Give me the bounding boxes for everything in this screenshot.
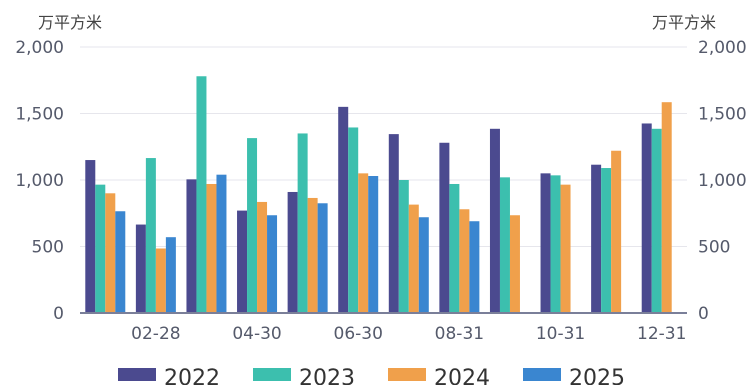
bar-2022-01-31 [85, 160, 96, 313]
bar-2024-09-30 [509, 215, 520, 313]
left-unit-label: 万平方米 [38, 13, 102, 32]
left-axis-ticks: 0 500 1,000 1,500 2,000 [15, 38, 64, 324]
gridlines [80, 46, 687, 247]
right-y-tick-label: 2,000 [698, 38, 747, 58]
bar-2025-01-31 [115, 211, 126, 313]
bar-2025-02-28 [165, 237, 176, 313]
bar-2024-10-31 [560, 184, 571, 313]
left-y-tick-label: 1,000 [15, 171, 64, 191]
right-y-tick-label: 1,500 [698, 105, 747, 125]
bar-2024-07-31 [408, 204, 419, 313]
bar-2023-04-30 [247, 138, 258, 313]
x-tick-label: 04-30 [232, 324, 281, 344]
bar-2024-04-30 [257, 201, 268, 313]
x-tick-label: 08-31 [435, 324, 484, 344]
bar-2025-06-30 [368, 176, 379, 313]
bar-2023-01-31 [95, 184, 106, 313]
bar-2024-02-28 [155, 248, 166, 313]
bar-2023-10-31 [550, 175, 561, 313]
x-tick-label: 02-28 [131, 324, 180, 344]
bar-2025-04-30 [267, 215, 278, 313]
legend-swatch-2024 [388, 368, 426, 381]
bar-2023-06-30 [348, 127, 359, 313]
bar-2023-12-31 [651, 128, 662, 313]
bar-2022-10-31 [540, 173, 551, 313]
bar-2024-11-30 [611, 150, 622, 313]
bar-2024-12-31 [661, 102, 672, 313]
legend-label-2022: 2022 [164, 366, 220, 385]
legend-label-2024: 2024 [434, 366, 490, 385]
right-y-tick-label: 500 [698, 238, 730, 258]
bar-2022-12-31 [641, 123, 652, 313]
bar-2022-06-30 [338, 106, 349, 313]
legend-swatch-2025 [523, 368, 561, 381]
bar-2022-07-31 [388, 134, 399, 313]
legend-swatch-2023 [253, 368, 291, 381]
right-y-tick-label: 0 [698, 304, 709, 324]
bar-2024-01-31 [105, 193, 116, 313]
x-tick-label: 06-30 [334, 324, 383, 344]
legend-label-2023: 2023 [299, 366, 355, 385]
bar-2022-09-30 [489, 128, 500, 313]
bar-2023-08-31 [449, 183, 460, 313]
bar-2022-04-30 [237, 210, 248, 313]
bar-2025-07-31 [418, 217, 429, 313]
bar-2024-08-31 [459, 209, 470, 313]
bar-2025-05-31 [317, 203, 328, 313]
left-y-tick-label: 0 [53, 304, 64, 324]
bar-2023-09-30 [499, 177, 510, 313]
bar-2023-03-31 [196, 76, 207, 313]
left-y-tick-label: 2,000 [15, 38, 64, 58]
bar-2024-03-31 [206, 183, 217, 313]
bar-2023-07-31 [398, 180, 409, 313]
bar-2024-06-30 [358, 173, 369, 313]
bar-2022-03-31 [186, 179, 197, 313]
right-axis-ticks: 0 500 1,000 1,500 2,000 [698, 38, 747, 324]
right-unit-label: 万平方米 [652, 13, 716, 32]
bar-2024-05-31 [307, 197, 318, 313]
bar-2022-08-31 [439, 142, 450, 313]
x-tick-label: 10-31 [536, 324, 585, 344]
x-tick-label: 12-31 [637, 324, 686, 344]
bar-2022-11-30 [591, 164, 602, 313]
right-y-tick-label: 1,000 [698, 171, 747, 191]
legend-swatch-2022 [118, 368, 156, 381]
bar-2022-02-28 [135, 224, 146, 313]
bar-2022-05-31 [287, 191, 298, 313]
bar-2023-11-30 [601, 168, 612, 313]
legend: 2022 2023 2024 2025 [118, 366, 625, 385]
legend-label-2025: 2025 [569, 366, 625, 385]
bar-2023-02-28 [145, 158, 156, 313]
bar-2025-03-31 [216, 174, 227, 313]
left-y-tick-label: 1,500 [15, 105, 64, 125]
bars [85, 76, 672, 313]
left-y-tick-label: 500 [32, 238, 64, 258]
bar-2023-05-31 [297, 133, 308, 313]
bar-2025-08-31 [469, 221, 480, 313]
x-axis-labels: 02-28 04-30 06-30 08-31 10-31 12-31 [131, 324, 686, 344]
